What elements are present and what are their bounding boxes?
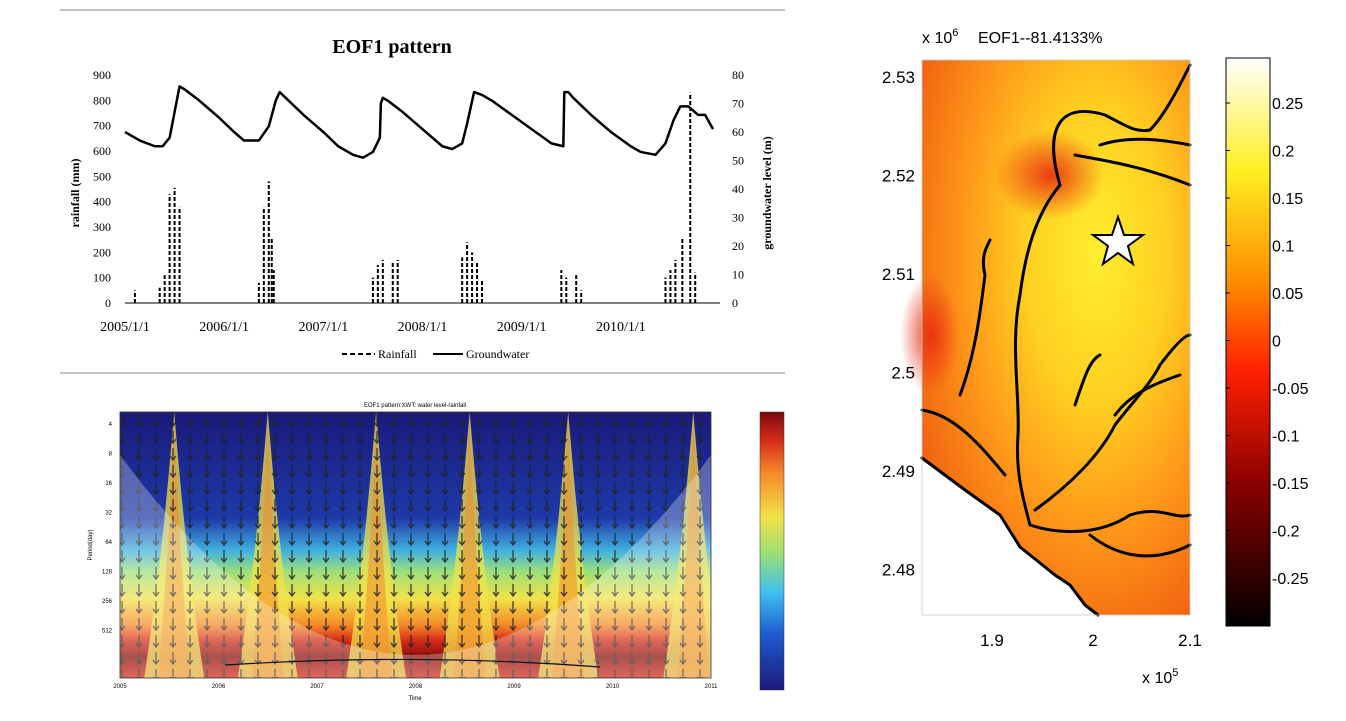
xwt-y-tick: 32 (105, 511, 112, 517)
cone-of-influence (120, 455, 711, 678)
y-tick-label: 300 (93, 220, 111, 234)
map-y-tick: 2.49 (882, 462, 915, 481)
groundwater-series (124, 85, 715, 159)
xwt-y-tick: 64 (105, 540, 112, 546)
y2-tick-label: 70 (732, 97, 744, 111)
xwt-y-tick: 128 (102, 570, 113, 576)
map-y-tick: 2.52 (882, 167, 915, 186)
eof1-line-chart: EOF1 pattern rainfall (mm) groundwater l… (60, 9, 785, 374)
x-tick-label: 2009/1/1 (497, 320, 547, 335)
y2-tick-label: 30 (732, 211, 744, 225)
y-tick-label: 0 (105, 296, 111, 310)
xwt-frame (119, 411, 712, 679)
xwt-colorbar (759, 411, 785, 691)
colorbar-tick-label: 0.2 (1272, 144, 1294, 161)
y-tick-label: 500 (93, 169, 111, 183)
map-star-marker (1089, 213, 1147, 267)
xwt-y-tick: 512 (102, 629, 113, 635)
xwt-x-tick: 2005 (113, 684, 127, 690)
colorbar-tick-label: 0.15 (1272, 191, 1303, 208)
map-hotspot (995, 130, 1105, 220)
y-tick-label: 600 (93, 144, 111, 158)
xwt-ylabel: Period(day) (88, 529, 94, 560)
x-tick-label: 2007/1/1 (298, 320, 348, 335)
xwt-title: EOF1 pattern:XWT: water level-rainfall (364, 403, 466, 409)
map-title: EOF1--81.4133% (978, 30, 1103, 47)
map-y-tick: 2.53 (882, 68, 915, 87)
xwt-y-tick: 8 (109, 452, 113, 458)
y2-tick-label: 20 (732, 239, 744, 253)
y2-tick-label: 0 (732, 296, 738, 310)
map-field (922, 60, 1190, 615)
map-y-tick: 2.48 (882, 561, 915, 580)
x-tick-label: 2005/1/1 (100, 320, 150, 335)
legend-rainfall-label: Rainfall (378, 347, 417, 361)
colorbar-tick-label: 0.25 (1272, 96, 1303, 113)
xwt-x-tick: 2011 (705, 684, 719, 690)
xwt-xlabel: Time (408, 696, 422, 702)
xwt-x-tick: 2007 (310, 684, 324, 690)
y-axis-label-left: rainfall (mm) (68, 159, 82, 228)
y-tick-label: 800 (93, 93, 111, 107)
y-tick-label: 700 (93, 119, 111, 133)
xwt-heatmap: EOF1 pattern:XWT: water level-rainfall 2… (88, 403, 785, 702)
xwt-axes: 2005 2006 2007 2008 2009 2010 2011 4 8 16 32 64 128 2… (102, 422, 718, 690)
colorbar-tick-label: -0.15 (1272, 476, 1309, 493)
eof1-map: x 106 EOF1--81.4133% 2.53 2.52 2.51 2.5 2.49… (882, 27, 1309, 687)
significance-contour (224, 658, 601, 668)
x-tick-label: 2006/1/1 (199, 320, 249, 335)
colorbar-tick-label: 0 (1272, 334, 1281, 351)
y2-tick-label: 80 (732, 68, 744, 82)
xwt-x-tick: 2009 (507, 684, 521, 690)
y-tick-label: 200 (93, 245, 111, 259)
colorbar-tick-label: -0.2 (1272, 524, 1300, 541)
phase-arrows (120, 412, 711, 678)
y2-tick-label: 50 (732, 154, 744, 168)
x-tick-label: 2008/1/1 (398, 320, 448, 335)
colorbar-tick-label: 0.1 (1272, 239, 1294, 256)
map-x-multiplier: x 105 (1142, 667, 1178, 687)
legend-groundwater-label: Groundwater (466, 347, 529, 361)
y2-tick-label: 60 (732, 125, 744, 139)
axes: 0 100 200 300 400 500 600 700 800 900 0 10 20 30 40 50 6… (93, 68, 744, 335)
xwt-x-tick: 2010 (606, 684, 620, 690)
groundwater-line (124, 85, 715, 159)
y-axis-label-right: groundwater level (m) (760, 136, 774, 250)
map-boundaries (920, 63, 1192, 617)
colorbar-tick-label: -0.1 (1272, 429, 1300, 446)
map-x-tick: 2.1 (1178, 631, 1202, 650)
y-tick-label: 400 (93, 195, 111, 209)
x-tick-label: 2010/1/1 (596, 320, 646, 335)
y2-tick-label: 40 (732, 182, 744, 196)
map-x-tick: 2 (1088, 631, 1097, 650)
chart-title: EOF1 pattern (332, 36, 451, 58)
map-y-tick: 2.51 (882, 265, 915, 284)
xwt-x-tick: 2008 (409, 684, 423, 690)
map-colorbar-ticks: 0.25 0.2 0.15 0.1 0.05 0 -0.05 -0.1 -0.15 -0.2 -0.… (1226, 96, 1309, 588)
map-y-multiplier: x 106 (922, 27, 958, 47)
rainfall-series (133, 92, 697, 303)
xwt-y-tick: 4 (109, 422, 113, 428)
xwt-x-tick: 2006 (212, 684, 226, 690)
legend: Rainfall Groundwater (342, 347, 529, 361)
map-frame (921, 59, 1191, 616)
xwt-y-tick: 256 (102, 599, 113, 605)
y-tick-label: 100 (93, 271, 111, 285)
map-colorbar (1225, 57, 1271, 627)
colorbar-tick-label: -0.25 (1272, 571, 1309, 588)
y-tick-label: 900 (93, 68, 111, 82)
map-y-tick: 2.5 (891, 364, 915, 383)
colorbar-tick-label: 0.05 (1272, 286, 1303, 303)
xwt-y-tick: 16 (105, 481, 112, 487)
map-axes: 2.53 2.52 2.51 2.5 2.49 2.48 1.9 2 2.1 (882, 68, 1202, 650)
colorbar-tick-label: -0.05 (1272, 381, 1309, 398)
y2-tick-label: 10 (732, 268, 744, 282)
map-x-tick: 1.9 (980, 631, 1004, 650)
map-hotspot-west (900, 275, 960, 395)
